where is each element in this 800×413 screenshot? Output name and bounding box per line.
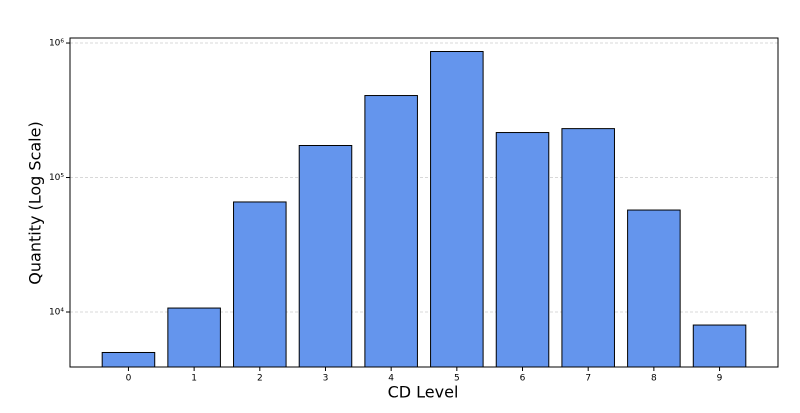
bar — [233, 201, 287, 368]
x-tick-label: 3 — [323, 374, 329, 384]
plot-frame — [69, 37, 779, 368]
bar — [495, 132, 550, 368]
x-tick-label: 7 — [585, 374, 591, 384]
x-tick-label: 4 — [388, 374, 394, 384]
y-axis-label: Quantity (Log Scale) — [26, 121, 45, 284]
x-tick-label: 5 — [454, 374, 460, 384]
y-tick-label: 10⁵ — [49, 173, 64, 183]
bar — [101, 351, 156, 368]
bar — [561, 128, 615, 368]
bar — [167, 307, 221, 368]
x-tick-label: 9 — [717, 374, 723, 384]
y-tick-label: 10⁴ — [49, 308, 64, 318]
x-tick-label: 8 — [651, 374, 657, 384]
x-tick-label: 6 — [520, 374, 526, 384]
x-tick-label: 2 — [257, 374, 263, 384]
bar — [298, 145, 353, 368]
y-tick-label: 10⁶ — [49, 39, 64, 49]
bar — [692, 324, 747, 368]
bar — [364, 95, 418, 368]
x-tick-label: 1 — [191, 374, 197, 384]
x-tick-label: 0 — [126, 374, 132, 384]
bar — [430, 51, 484, 368]
bar — [627, 209, 681, 368]
x-axis-label: CD Level — [388, 383, 459, 402]
